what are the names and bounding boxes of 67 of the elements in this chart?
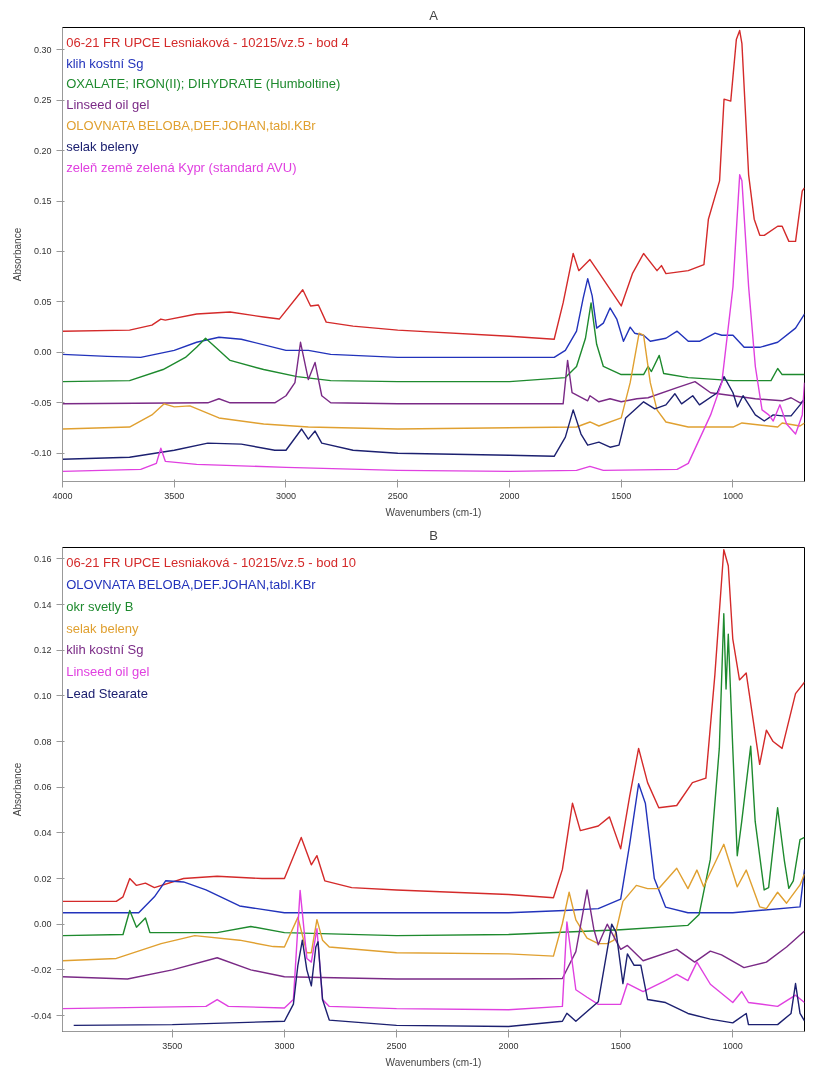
line-series [62,29,805,340]
text: selak beleny [66,139,139,155]
y-tick-label: 0.00 [33,919,52,930]
x-tick-label: 3500 [164,490,185,501]
text: OLOVNATA BELOBA,DEF.JOHAN,tabl.KBr [66,118,317,134]
y-tick-label: -0.10 [30,448,52,459]
y-tick-label: 0.10 [33,246,52,257]
y-tick-label: 0.12 [33,645,52,656]
text: OLOVNATA BELOBA,DEF.JOHAN,tabl.KBr [66,577,317,593]
text: Linseed oil gel [66,97,150,113]
line-series [62,341,805,405]
x-tick-label: 2000 [498,1040,519,1051]
text: selak beleny [66,620,139,636]
chart-title: B [429,527,438,543]
x-tick-label: 1500 [610,1040,631,1051]
y-tick-label: 0.30 [33,44,52,55]
text: Linseed oil gel [66,664,150,680]
text: Lead Stearate [66,685,148,701]
line-series [62,783,805,914]
text: 06-21 FR UPCE Lesniaková - 10215/vz.5 - bod 4 [66,34,349,50]
line-series [62,549,805,903]
x-tick-label: 1000 [722,1040,743,1051]
y-tick-label: 0.08 [33,736,52,747]
y-tick-label: 0.14 [33,599,52,610]
x-tick-label: 3000 [274,1040,295,1051]
y-tick-label: -0.05 [30,397,52,408]
x-tick-label: 1500 [611,490,632,501]
y-tick-label: 0.04 [33,827,52,838]
line-series [62,889,805,980]
x-tick-label: 2500 [386,1040,407,1051]
line-series [62,375,805,460]
x-tick-label: 3000 [275,490,297,501]
y-tick-label: 0.16 [33,553,52,564]
y-tick-label: -0.02 [30,964,52,975]
text: okr svetly B [66,598,134,614]
x-axis-title: Wavenumbers (cm-1) [385,1056,482,1068]
y-tick-label: 0.25 [33,95,52,106]
line-series [62,278,805,359]
y-axis-title: Absorbance [11,227,23,282]
chart-title: A [429,7,439,23]
y-tick-label: 0.05 [33,296,52,307]
x-tick-label: 4000 [52,490,73,501]
text: klih kostní Sg [66,642,144,658]
line-series [62,843,805,962]
x-tick-label: 1000 [722,490,743,501]
x-tick-label: 2000 [499,490,520,501]
y-tick-label: 0.00 [33,347,52,358]
line-series [62,302,805,383]
line-series [73,923,805,1028]
y-tick-label: 0.10 [33,690,52,701]
y-tick-label: -0.04 [30,1010,52,1021]
line-series [62,174,805,473]
y-tick-label: 0.02 [33,873,52,884]
text: 06-21 FR UPCE Lesniaková - 10215/vz.5 - bod 10 [66,555,356,571]
y-axis-title: Absorbance [11,762,23,817]
text: klih kostní Sg [66,55,144,71]
x-tick-label: 2500 [387,490,408,501]
y-tick-label: 0.20 [33,145,52,156]
y-tick-label: 0.06 [33,782,52,793]
text: zeleň země zelená Kypr (standard AVU) [66,159,297,175]
x-tick-label: 3500 [162,1040,183,1051]
y-tick-label: 0.15 [33,196,52,207]
text: OXALATE; IRON(II); DIHYDRATE (Humboltine) [66,76,341,92]
x-axis-title: Wavenumbers (cm-1) [385,506,482,518]
line-series [62,889,805,1011]
line-series [62,332,805,430]
line-series [62,613,805,937]
